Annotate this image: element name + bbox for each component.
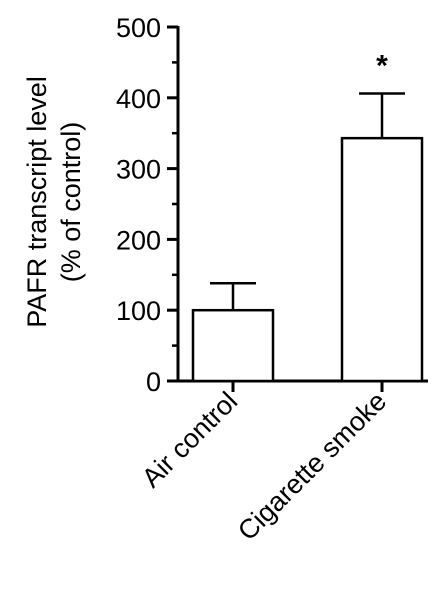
y-axis-label-line: PAFR transcript level (22, 76, 52, 328)
y-tick-label: 100 (116, 296, 161, 326)
y-axis-label: PAFR transcript level (% of control) (22, 76, 86, 328)
bar-air-control (191, 308, 275, 383)
y-axis: 0 100 200 300 400 500 (116, 13, 180, 397)
x-tick-label: Cigarette smoke (232, 386, 392, 546)
y-tick-label: 500 (116, 13, 161, 43)
y-tick-label: 0 (146, 367, 161, 397)
y-tick-label: 300 (116, 155, 161, 185)
y-tick-label: 200 (116, 225, 161, 255)
significance-marker: * (376, 50, 388, 83)
y-tick-label: 400 (116, 84, 161, 114)
bar-cigarette-smoke (340, 136, 424, 383)
y-axis-label-line: (% of control) (56, 122, 86, 283)
bars: * (191, 50, 424, 383)
x-tick-label: Air control (136, 386, 243, 493)
